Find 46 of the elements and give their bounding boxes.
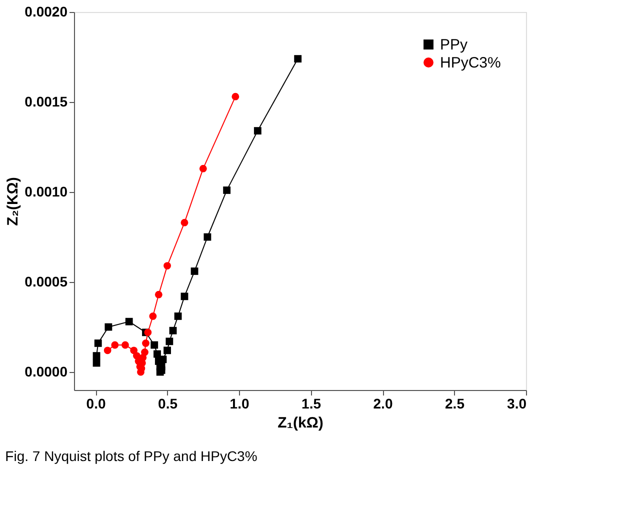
y-tick-label: 0.0015 xyxy=(24,94,68,110)
point xyxy=(150,341,158,349)
point xyxy=(104,346,112,354)
point xyxy=(223,186,231,194)
point xyxy=(190,267,198,275)
point xyxy=(142,340,150,347)
legend-label: HPyC3% xyxy=(440,54,501,72)
point xyxy=(164,346,171,354)
y-tick-label: 0.0010 xyxy=(24,184,68,200)
point xyxy=(294,55,302,63)
x-tick-label: 2.0 xyxy=(373,396,393,412)
y-tick-label: 0.0000 xyxy=(24,364,68,380)
x-tick-label: 1.5 xyxy=(302,396,322,412)
x-tick-label: 0.5 xyxy=(158,396,178,412)
point xyxy=(166,338,174,346)
point xyxy=(125,318,133,326)
x-tick-label: 2.5 xyxy=(445,396,465,412)
point xyxy=(174,312,182,320)
point xyxy=(180,292,188,300)
point xyxy=(104,323,112,331)
point xyxy=(141,348,148,356)
point xyxy=(232,92,240,100)
y-tick-label: 0.0005 xyxy=(24,274,68,290)
point xyxy=(94,339,102,347)
point xyxy=(204,233,212,241)
point xyxy=(144,328,152,336)
point xyxy=(254,127,262,135)
point xyxy=(154,350,161,358)
x-tick-label: 1.0 xyxy=(230,396,250,412)
y-tick-label: 0.0020 xyxy=(24,4,68,20)
caption: Fig. 7 Nyquist plots of PPy and HPyC3% xyxy=(5,448,258,464)
point xyxy=(169,326,177,334)
point xyxy=(154,290,162,298)
legend-label: PPy xyxy=(440,36,468,54)
point xyxy=(111,341,119,349)
point xyxy=(149,312,157,320)
point xyxy=(199,164,207,172)
y-axis-title: Z₂(KΩ) xyxy=(4,177,22,226)
x-axis-title: Z₁(kΩ) xyxy=(278,414,324,432)
point xyxy=(180,218,188,226)
x-tick-label: 3.0 xyxy=(507,396,527,412)
point xyxy=(164,262,171,270)
x-tick-label: 0.0 xyxy=(86,396,106,412)
point xyxy=(130,346,138,354)
point xyxy=(122,341,129,349)
point xyxy=(92,352,100,360)
